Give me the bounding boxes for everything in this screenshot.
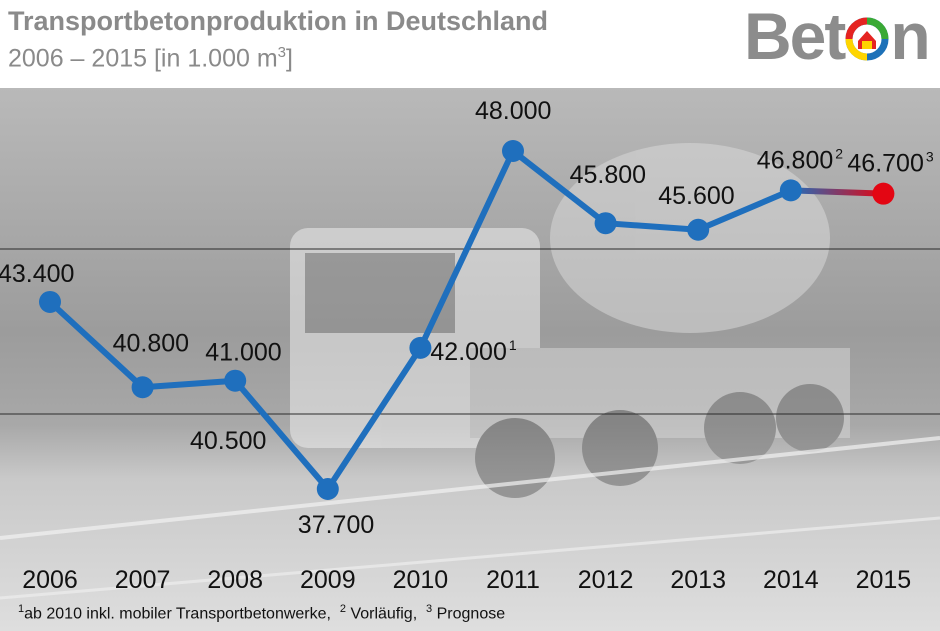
logo-wordmark: Bet n <box>744 0 931 74</box>
data-label-2007: 40.800 <box>113 329 189 357</box>
footnote-mark-3: 3 <box>426 603 433 615</box>
series-layer <box>39 140 895 500</box>
x-tick-2012: 2012 <box>578 566 634 594</box>
data-point-2013 <box>687 218 710 241</box>
logo-text-start: Bet <box>744 0 846 73</box>
footnote-mark-2: 2 <box>339 603 346 615</box>
data-point-2011 <box>502 140 524 162</box>
x-tick-2013: 2013 <box>670 566 726 594</box>
data-point-2006 <box>39 290 61 313</box>
data-point-2008 <box>224 369 247 392</box>
data-point-2007 <box>131 376 154 399</box>
x-tick-2014: 2014 <box>763 566 819 594</box>
data-label-2012: 45.800 <box>570 161 646 189</box>
data-label-2013: 45.600 <box>658 182 734 210</box>
data-label-2010: 42.000 <box>430 338 506 366</box>
header: Transportbetonproduktion in Deutschland … <box>0 0 940 88</box>
beton-logo: Bet n <box>744 0 934 76</box>
footnote-text-3: Prognose <box>436 605 506 623</box>
data-point-2012 <box>594 212 617 235</box>
chart-area: 43.400 40.800 41.000 37.700 42.000 1 48.000 45.… <box>0 88 940 631</box>
x-tick-2011: 2011 <box>486 566 540 594</box>
chart-subtitle: 2006 – 2015 [in 1.000 m3] <box>8 44 293 73</box>
road-lines <box>0 436 940 600</box>
data-label-2009: 37.700 <box>298 511 374 539</box>
footnote-text-2: Vorläufig, <box>350 605 418 623</box>
footnote-mark-1: 1 <box>18 603 25 615</box>
data-label-2008: 41.000 <box>205 339 281 367</box>
extra-data-label-0: 40.500 <box>190 427 266 455</box>
x-tick-2006: 2006 <box>22 566 78 594</box>
data-point-2014 <box>779 179 802 202</box>
x-axis-labels: 2006 2007 2008 2009 2010 2011 2012 2013 2014 2015 <box>22 566 911 594</box>
footnote-text-1: ab 2010 inkl. mobiler Transportbetonwerk… <box>24 605 331 623</box>
data-label-2011: 48.000 <box>475 97 551 125</box>
forecast-segment <box>787 187 887 197</box>
data-point-2009 <box>316 478 339 500</box>
footnote: 1ab 2010 inkl. mobiler Transportbetonwer… <box>18 603 505 623</box>
background-truck <box>290 143 850 498</box>
data-label-2014: 46.800 <box>757 146 833 174</box>
logo-house-icon <box>845 17 889 61</box>
data-label-2006: 43.400 <box>0 260 74 288</box>
data-label-2015: 46.700 <box>847 150 923 178</box>
x-tick-2008: 2008 <box>207 566 263 594</box>
data-label-mark-2014: 2 <box>835 145 843 161</box>
x-tick-2010: 2010 <box>393 566 449 594</box>
data-label-mark-2010: 1 <box>509 337 517 353</box>
x-tick-2009: 2009 <box>300 566 356 594</box>
data-point-2015 <box>872 182 895 205</box>
subtitle-end: ] <box>286 44 293 73</box>
label-layer: 43.400 40.800 41.000 37.700 42.000 1 48.000 45.… <box>0 97 934 539</box>
data-point-2010 <box>409 336 432 359</box>
subtitle-superscript: 3 <box>277 44 286 61</box>
chart-title: Transportbetonproduktion in Deutschland <box>8 6 548 36</box>
x-tick-2007: 2007 <box>115 566 171 594</box>
logo-text-end: n <box>890 0 930 73</box>
subtitle-text: 2006 – 2015 [in 1.000 m <box>8 44 278 73</box>
x-tick-2015: 2015 <box>856 566 912 594</box>
data-label-mark-2015: 3 <box>926 149 934 165</box>
